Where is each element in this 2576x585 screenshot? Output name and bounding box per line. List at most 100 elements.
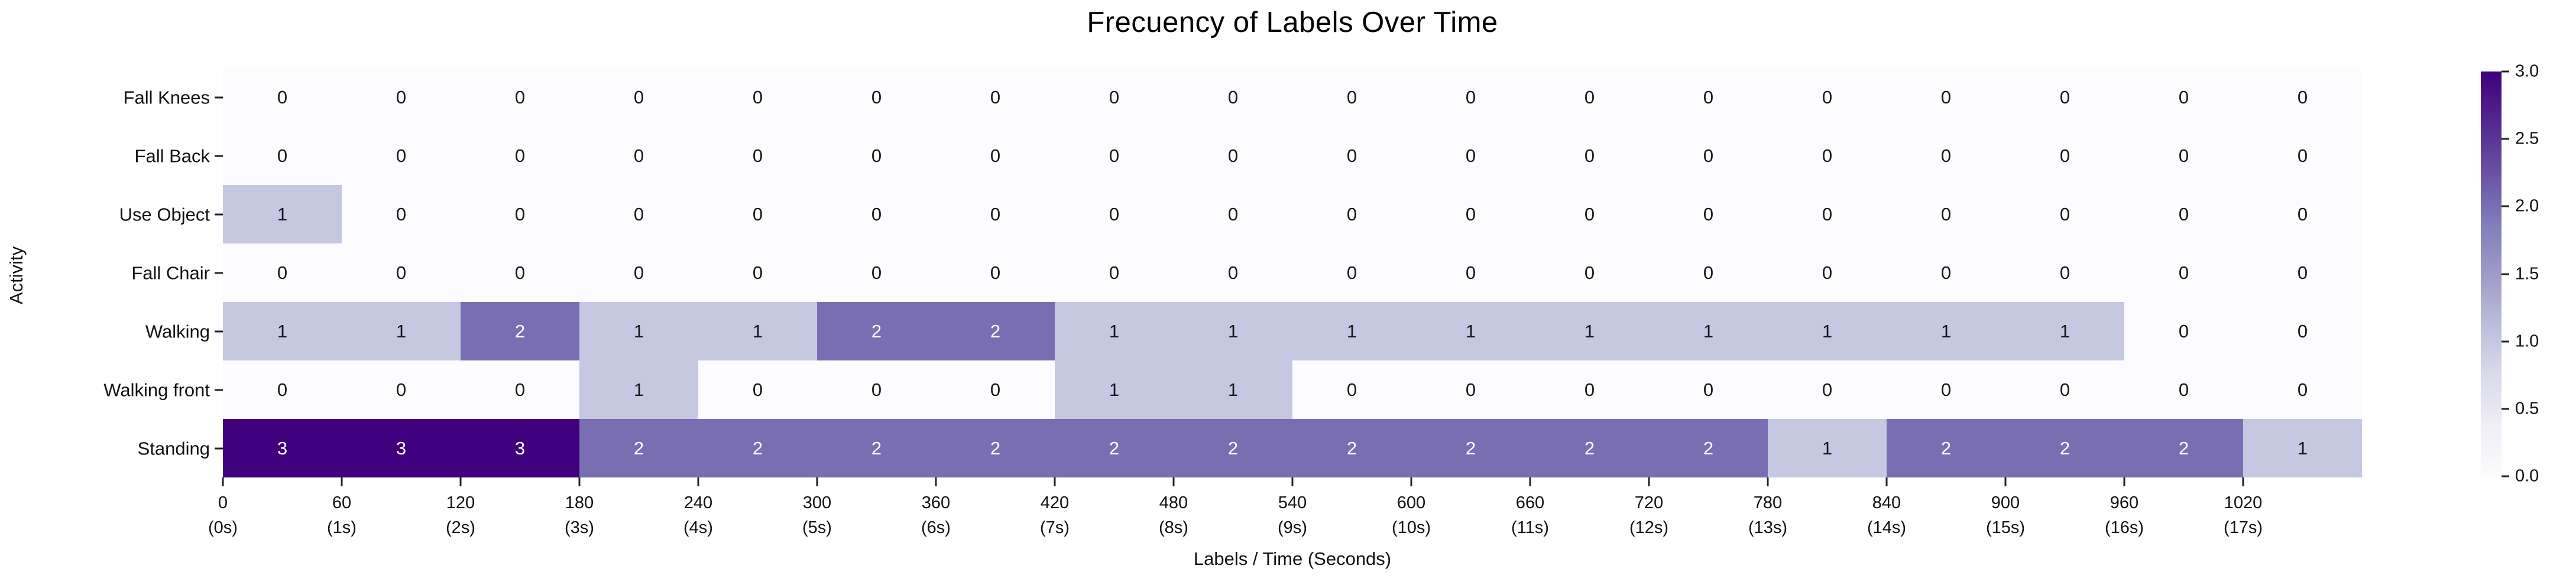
x-tick-label: 840 (14s) — [1867, 493, 1907, 537]
x-tick-mark — [2242, 477, 2244, 486]
y-tick-mark — [215, 447, 223, 449]
x-tick-label: 540 (9s) — [1278, 493, 1307, 537]
heatmap-cell: 0 — [936, 185, 1055, 243]
heatmap-cell: 0 — [1411, 68, 1530, 126]
heatmap-cell: 0 — [1649, 185, 1768, 243]
x-tick-mark — [578, 477, 581, 486]
heatmap-cell: 0 — [817, 68, 936, 126]
x-tick-mark — [1767, 477, 1769, 486]
x-tick-mark — [2004, 477, 2007, 486]
heatmap-cell: 0 — [579, 126, 698, 185]
y-tick-label: Fall Chair — [131, 262, 210, 283]
y-tick-label: Standing — [137, 438, 210, 459]
heatmap-cell: 2 — [1887, 419, 2005, 477]
heatmap-cell: 3 — [461, 419, 579, 477]
heatmap-cell: 0 — [1292, 185, 1411, 243]
x-tick-mark — [1172, 477, 1175, 486]
heatmap-cell: 1 — [342, 302, 461, 360]
colorbar-tick-label: 1.5 — [2515, 264, 2539, 283]
heatmap-cell: 0 — [698, 360, 817, 419]
heatmap-cell: 0 — [2124, 126, 2243, 185]
heatmap-cell: 0 — [817, 126, 936, 185]
x-tick-mark — [935, 477, 937, 486]
chart-title: Frecuency of Labels Over Time — [1087, 6, 1498, 38]
heatmap-cell: 1 — [2243, 419, 2362, 477]
x-axis-title: Labels / Time (Seconds) — [1193, 548, 1392, 569]
heatmap-cell: 0 — [2005, 185, 2124, 243]
heatmap-cell: 0 — [1768, 243, 1887, 302]
heatmap-cell: 2 — [1411, 419, 1530, 477]
heatmap-cell: 0 — [1887, 243, 2005, 302]
heatmap-cell: 0 — [1530, 185, 1649, 243]
heatmap-cell: 1 — [1887, 302, 2005, 360]
heatmap-cell: 1 — [1292, 302, 1411, 360]
y-tick-mark — [215, 272, 223, 274]
heatmap-cell: 0 — [1887, 185, 2005, 243]
x-tick-mark — [341, 477, 343, 486]
heatmap-cell: 1 — [1768, 419, 1887, 477]
colorbar-tick-mark — [2502, 273, 2509, 275]
colorbar-tick-mark — [2502, 340, 2509, 343]
heatmap-cell: 0 — [461, 243, 579, 302]
heatmap-cell: 0 — [2124, 185, 2243, 243]
heatmap-cell: 0 — [698, 68, 817, 126]
heatmap-cell: 0 — [1649, 68, 1768, 126]
heatmap-cell: 2 — [817, 419, 936, 477]
heatmap-cell: 1 — [2005, 302, 2124, 360]
heatmap-cell: 0 — [1411, 360, 1530, 419]
heatmap-cell: 0 — [1292, 243, 1411, 302]
heatmap-cell: 2 — [461, 302, 579, 360]
heatmap-cell: 0 — [2005, 243, 2124, 302]
heatmap-cell: 0 — [1649, 360, 1768, 419]
heatmap-cell: 1 — [1055, 360, 1174, 419]
heatmap-cell: 0 — [1649, 126, 1768, 185]
heatmap-cell: 1 — [1768, 302, 1887, 360]
y-tick-mark — [215, 96, 223, 98]
colorbar-tick-label: 2.5 — [2515, 129, 2539, 148]
heatmap-cell: 0 — [698, 243, 817, 302]
heatmap-cell: 3 — [342, 419, 461, 477]
heatmap-cell: 0 — [1530, 68, 1649, 126]
heatmap-cell: 3 — [223, 419, 342, 477]
heatmap-cell: 2 — [1292, 419, 1411, 477]
heatmap-cell: 1 — [579, 302, 698, 360]
heatmap-cell: 0 — [1768, 185, 1887, 243]
heatmap-cell: 0 — [1530, 243, 1649, 302]
heatmap-cell: 0 — [698, 185, 817, 243]
heatmap-cell: 1 — [223, 185, 342, 243]
heatmap-cell: 0 — [936, 360, 1055, 419]
x-tick-label: 240 (4s) — [683, 493, 713, 537]
colorbar-tick-label: 2.0 — [2515, 196, 2539, 216]
heatmap-cell: 0 — [223, 126, 342, 185]
heatmap-cell: 0 — [2243, 360, 2362, 419]
heatmap-cell: 0 — [2243, 243, 2362, 302]
x-tick-mark — [1885, 477, 1888, 486]
heatmap-cell: 2 — [579, 419, 698, 477]
heatmap-cell: 1 — [1649, 302, 1768, 360]
x-tick-mark — [816, 477, 818, 486]
x-tick-label: 780 (13s) — [1748, 493, 1788, 537]
heatmap-cell: 0 — [2005, 126, 2124, 185]
heatmap-cell: 0 — [461, 68, 579, 126]
heatmap-cell: 2 — [2124, 419, 2243, 477]
heatmap-cell: 0 — [2243, 68, 2362, 126]
heatmap-cell: 0 — [1530, 126, 1649, 185]
heatmap-cell: 0 — [698, 126, 817, 185]
heatmap-cell: 0 — [1649, 243, 1768, 302]
heatmap-cell: 0 — [1768, 68, 1887, 126]
heatmap-cell: 0 — [1174, 126, 1292, 185]
heatmap-cell: 0 — [342, 185, 461, 243]
heatmap-cell: 1 — [1530, 302, 1649, 360]
colorbar-tick-mark — [2502, 475, 2509, 477]
heatmap-cell: 0 — [342, 126, 461, 185]
x-tick-mark — [1529, 477, 1531, 486]
heatmap-cell: 0 — [1887, 68, 2005, 126]
heatmap-cell: 0 — [2124, 360, 2243, 419]
heatmap-cell: 0 — [1055, 68, 1174, 126]
colorbar-tick-mark — [2502, 205, 2509, 207]
heatmap-cell: 0 — [1768, 126, 1887, 185]
heatmap-cell: 0 — [1292, 126, 1411, 185]
colorbar-tick-label: 0.5 — [2515, 399, 2539, 418]
